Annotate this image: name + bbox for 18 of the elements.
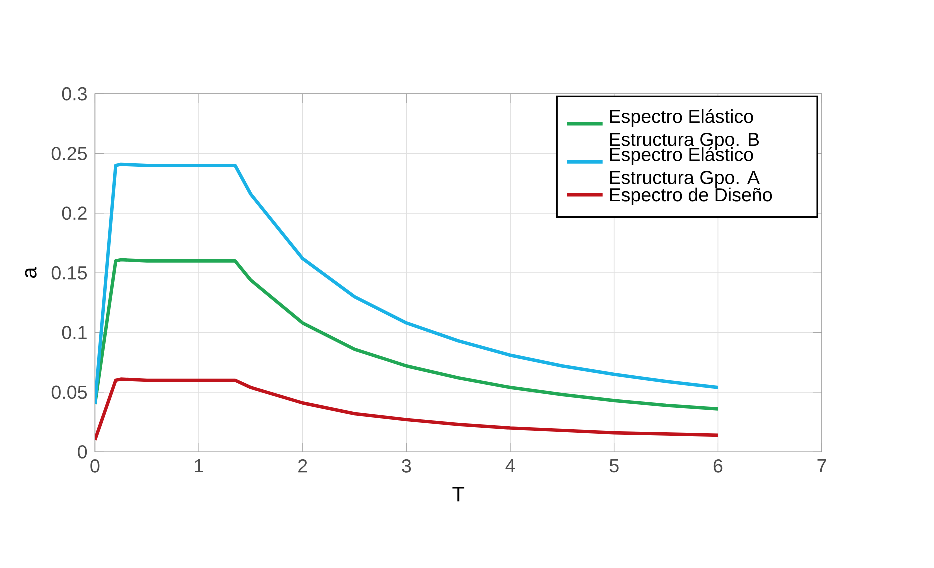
y-tick-label: 0.15 bbox=[52, 266, 88, 280]
x-tick-label: 4 bbox=[506, 459, 516, 472]
x-tick-label: 1 bbox=[195, 459, 204, 472]
x-tick-label: 5 bbox=[610, 459, 619, 473]
legend-label: Espectro de Diseño bbox=[610, 188, 772, 206]
y-tick-label: 0.05 bbox=[52, 386, 88, 400]
x-axis-title: T bbox=[452, 487, 465, 502]
y-tick-label: 0 bbox=[78, 445, 88, 459]
y-tick-label: 0.1 bbox=[62, 326, 87, 340]
x-tick-label: 0 bbox=[90, 459, 100, 473]
x-tick-label: 6 bbox=[714, 459, 723, 473]
y-axis-title: a bbox=[25, 267, 37, 278]
y-tick-label: 0.2 bbox=[62, 206, 87, 220]
y-tick-label: 0.3 bbox=[62, 87, 87, 101]
x-tick-label: 7 bbox=[818, 459, 826, 472]
y-tick-label: 0.25 bbox=[52, 147, 88, 160]
x-tick-label: 3 bbox=[402, 459, 412, 473]
x-tick-label: 2 bbox=[298, 459, 308, 473]
